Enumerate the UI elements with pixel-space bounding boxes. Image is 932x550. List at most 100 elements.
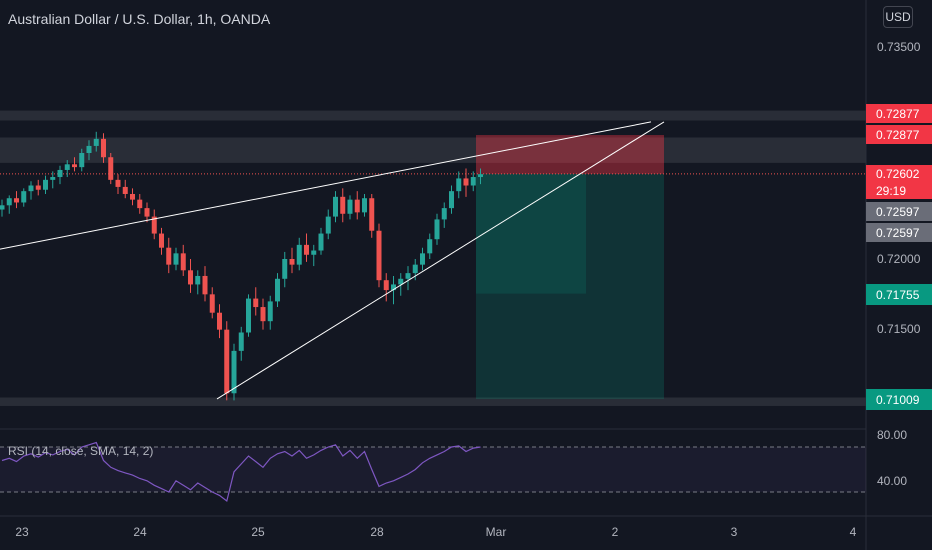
candle-body: [50, 177, 56, 180]
target-price-tag: 0.71755: [866, 284, 932, 305]
candle-body: [188, 270, 193, 285]
target-price-tag-2: 0.71009: [866, 389, 932, 410]
candle-body: [28, 185, 34, 192]
candle-body: [311, 250, 317, 255]
gray-price-tag-2: 0.72597: [866, 223, 932, 242]
candle-body: [340, 196, 346, 214]
candle-body: [318, 233, 324, 251]
candle-body: [209, 294, 215, 313]
candle-body: [325, 216, 331, 234]
candle-body: [246, 298, 251, 333]
candle-body: [159, 233, 164, 248]
candle-body: [456, 178, 462, 192]
candle-body: [427, 239, 433, 254]
candle-body: [72, 164, 77, 168]
time-axis-tick: Mar: [485, 525, 507, 539]
candle-body: [137, 199, 143, 209]
candle-body: [93, 138, 99, 146]
bar-countdown: 29:19: [866, 182, 932, 199]
rsi-line: [1, 441, 481, 503]
candle-body: [478, 174, 483, 178]
candle-body: [405, 273, 411, 279]
sr-zone: [0, 397, 866, 406]
candle-body: [420, 253, 425, 265]
candle-body: [144, 208, 150, 217]
time-axis-tick: 28: [370, 525, 384, 539]
candle-body: [391, 284, 396, 291]
candle-body: [449, 191, 454, 209]
partial-target-zone: [476, 173, 586, 294]
take-profit-zone: [476, 173, 664, 400]
candle-body: [35, 185, 41, 190]
candle-body: [296, 244, 302, 265]
candle-body: [6, 198, 12, 206]
candle-body: [202, 275, 208, 295]
candle-body: [441, 208, 447, 220]
candle-body: [347, 199, 353, 214]
candle-body: [275, 278, 280, 302]
candle-body: [57, 169, 63, 178]
candle-body: [43, 179, 48, 190]
currency-button[interactable]: USD: [883, 6, 913, 28]
candle-body: [195, 275, 201, 285]
stop-price-tag: 0.72877: [866, 104, 932, 123]
candle-body: [224, 329, 230, 394]
candle-body: [217, 312, 222, 330]
candle-body: [470, 177, 476, 186]
gray-price-tag: 0.72597: [866, 202, 932, 221]
candle-body: [463, 178, 469, 186]
time-axis-tick: 25: [251, 525, 265, 539]
stop-price-tag-2: 0.72877: [866, 125, 932, 144]
candle-body: [122, 186, 128, 194]
time-axis-tick: 4: [849, 525, 857, 539]
candle-body: [0, 205, 5, 210]
candle-body: [79, 153, 85, 168]
candle-body: [267, 301, 273, 322]
candle-body: [115, 179, 121, 187]
candle-body: [362, 198, 367, 213]
candle-body: [354, 199, 360, 213]
lower-trendline: [216, 121, 665, 400]
candle-body: [101, 138, 106, 158]
candle-body: [260, 307, 266, 322]
sr-zone: [0, 110, 866, 121]
time-axis-tick: 2: [611, 525, 619, 539]
candle-body: [253, 298, 259, 308]
rsi-indicator-label[interactable]: RSI (14, close, SMA, 14, 2): [8, 444, 154, 458]
candle-body: [434, 219, 440, 240]
candle-body: [289, 259, 295, 265]
candle-body: [108, 157, 114, 180]
candle-body: [383, 280, 389, 291]
candle-body: [166, 247, 172, 265]
candle-body: [21, 191, 27, 203]
candle-body: [282, 259, 288, 279]
candle-body: [130, 193, 135, 200]
current-price-tag: 0.72602: [866, 165, 932, 182]
rsi-axis-tick: 40.00: [877, 474, 908, 488]
candle-body: [180, 253, 186, 271]
price-axis-tick: 0.73500: [877, 40, 921, 54]
candle-body: [238, 332, 244, 351]
candle-body: [64, 164, 70, 170]
price-axis-tick: 0.71500: [877, 322, 921, 336]
candle-body: [304, 244, 309, 255]
candle-body: [14, 198, 19, 203]
chart-title: Australian Dollar / U.S. Dollar, 1h, OAN…: [8, 11, 271, 27]
time-axis-tick: 23: [15, 525, 29, 539]
sr-zone: [0, 137, 866, 163]
time-axis-tick: 24: [133, 525, 147, 539]
candle-body: [333, 196, 338, 217]
candle-body: [86, 145, 92, 153]
upper-trendline: [0, 121, 652, 250]
rsi-axis-tick: 80.00: [877, 428, 908, 442]
candle-body: [369, 198, 375, 231]
time-axis-tick: 3: [730, 525, 738, 539]
candle-body: [151, 216, 157, 234]
rsi-band: [0, 447, 866, 492]
candle-body: [398, 278, 404, 285]
price-axis-tick: 0.72000: [877, 252, 921, 266]
candle-body: [231, 350, 237, 394]
candle-body: [376, 230, 382, 281]
stop-loss-zone: [476, 135, 664, 174]
